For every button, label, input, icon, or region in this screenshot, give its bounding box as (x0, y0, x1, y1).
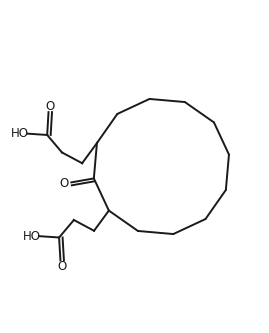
Text: O: O (45, 100, 55, 113)
Text: O: O (59, 176, 69, 189)
Text: HO: HO (22, 230, 40, 243)
Text: HO: HO (10, 127, 29, 140)
Text: O: O (57, 260, 66, 273)
